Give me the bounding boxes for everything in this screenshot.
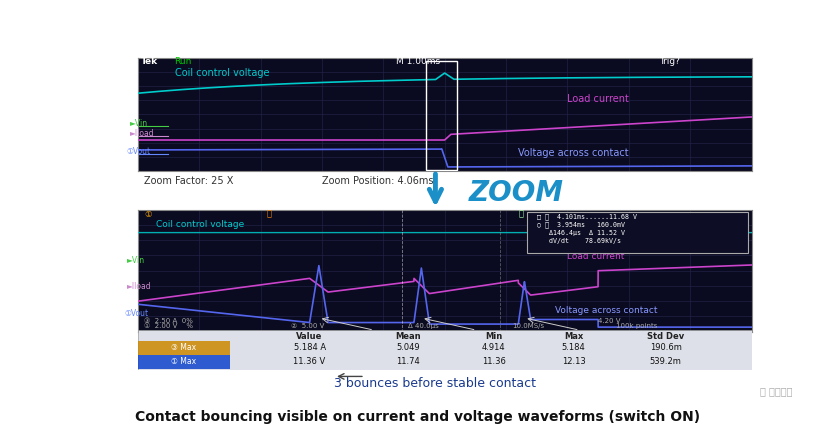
Text: Std Dev: Std Dev [647, 332, 684, 341]
Text: 100k points: 100k points [616, 323, 658, 329]
Text: 4.914: 4.914 [482, 343, 505, 352]
Text: ①Vout: ①Vout [127, 147, 151, 156]
Text: ►Iload: ►Iload [130, 129, 155, 138]
Text: Mean: Mean [395, 332, 421, 341]
Text: 11.36: 11.36 [482, 357, 506, 366]
Text: Zoom Position: 4.06ms: Zoom Position: 4.06ms [322, 176, 433, 186]
Text: 4.20 V: 4.20 V [598, 318, 620, 324]
Bar [138, 355, 230, 369]
Text: 11.36 V: 11.36 V [293, 357, 326, 366]
Text: 10.0MS/s: 10.0MS/s [512, 323, 544, 329]
Bar [138, 342, 230, 355]
Text: Δ146.4μs  Δ 11.52 V: Δ146.4μs Δ 11.52 V [537, 230, 625, 236]
Text: Trig?: Trig? [660, 57, 681, 66]
Text: ►Iload: ►Iload [127, 282, 151, 291]
Text: ①: ① [144, 210, 151, 219]
Text: ① Max: ① Max [171, 357, 196, 366]
Text: ③ Max: ③ Max [171, 343, 196, 352]
Text: 5.184 A: 5.184 A [294, 343, 326, 352]
Text: 🔍 九章智驾: 🔍 九章智驾 [761, 386, 792, 396]
Text: Contact bouncing visible on current and voltage waveforms (switch ON): Contact bouncing visible on current and … [135, 410, 700, 424]
Text: Tek: Tek [141, 57, 158, 66]
Text: Run: Run [175, 57, 192, 66]
Text: Load current: Load current [568, 94, 630, 104]
Text: ⓑ: ⓑ [266, 210, 271, 219]
Text: Max: Max [564, 332, 583, 341]
Text: M 1.00ms: M 1.00ms [396, 57, 440, 66]
Text: Min: Min [485, 332, 503, 341]
Text: ►Vin: ►Vin [130, 119, 149, 128]
Text: Δ 40.0μs: Δ 40.0μs [407, 323, 438, 329]
Text: ①Vout: ①Vout [124, 309, 149, 318]
Text: ③  2.50 A  0%: ③ 2.50 A 0% [144, 318, 193, 324]
Text: 539.2m: 539.2m [650, 357, 681, 366]
Text: ►Vin: ►Vin [127, 256, 144, 265]
FancyBboxPatch shape [528, 212, 748, 253]
Text: ⓐ: ⓐ [519, 210, 524, 219]
Text: Zoom Factor: 25 X: Zoom Factor: 25 X [144, 176, 233, 186]
Text: Voltage across contact: Voltage across contact [555, 306, 658, 315]
Text: Coil control voltage: Coil control voltage [175, 68, 269, 77]
Text: 12.13: 12.13 [562, 357, 585, 366]
Text: dV/dt    78.69kV/s: dV/dt 78.69kV/s [537, 238, 620, 244]
Text: Load current: Load current [568, 252, 625, 261]
Text: 3 bounces before stable contact: 3 bounces before stable contact [335, 377, 536, 390]
Text: Coil control voltage: Coil control voltage [156, 220, 245, 229]
Text: □ ⓐ  4.101ms......11.68 V: □ ⓐ 4.101ms......11.68 V [537, 213, 637, 220]
Text: Value: Value [296, 332, 323, 341]
Text: 190.6m: 190.6m [650, 343, 681, 352]
Text: ②  5.00 V: ② 5.00 V [291, 323, 325, 329]
Text: ①  2.00 V    %: ① 2.00 V % [144, 323, 193, 329]
Bar [426, 61, 457, 170]
Text: 5.049: 5.049 [396, 343, 420, 352]
Text: ZOOM: ZOOM [469, 179, 564, 207]
Text: 5.184: 5.184 [562, 343, 585, 352]
Text: ○ ⓑ  3.954ms   160.0mV: ○ ⓑ 3.954ms 160.0mV [537, 222, 625, 228]
Text: Voltage across contact: Voltage across contact [519, 149, 629, 158]
Text: 11.74: 11.74 [396, 357, 420, 366]
